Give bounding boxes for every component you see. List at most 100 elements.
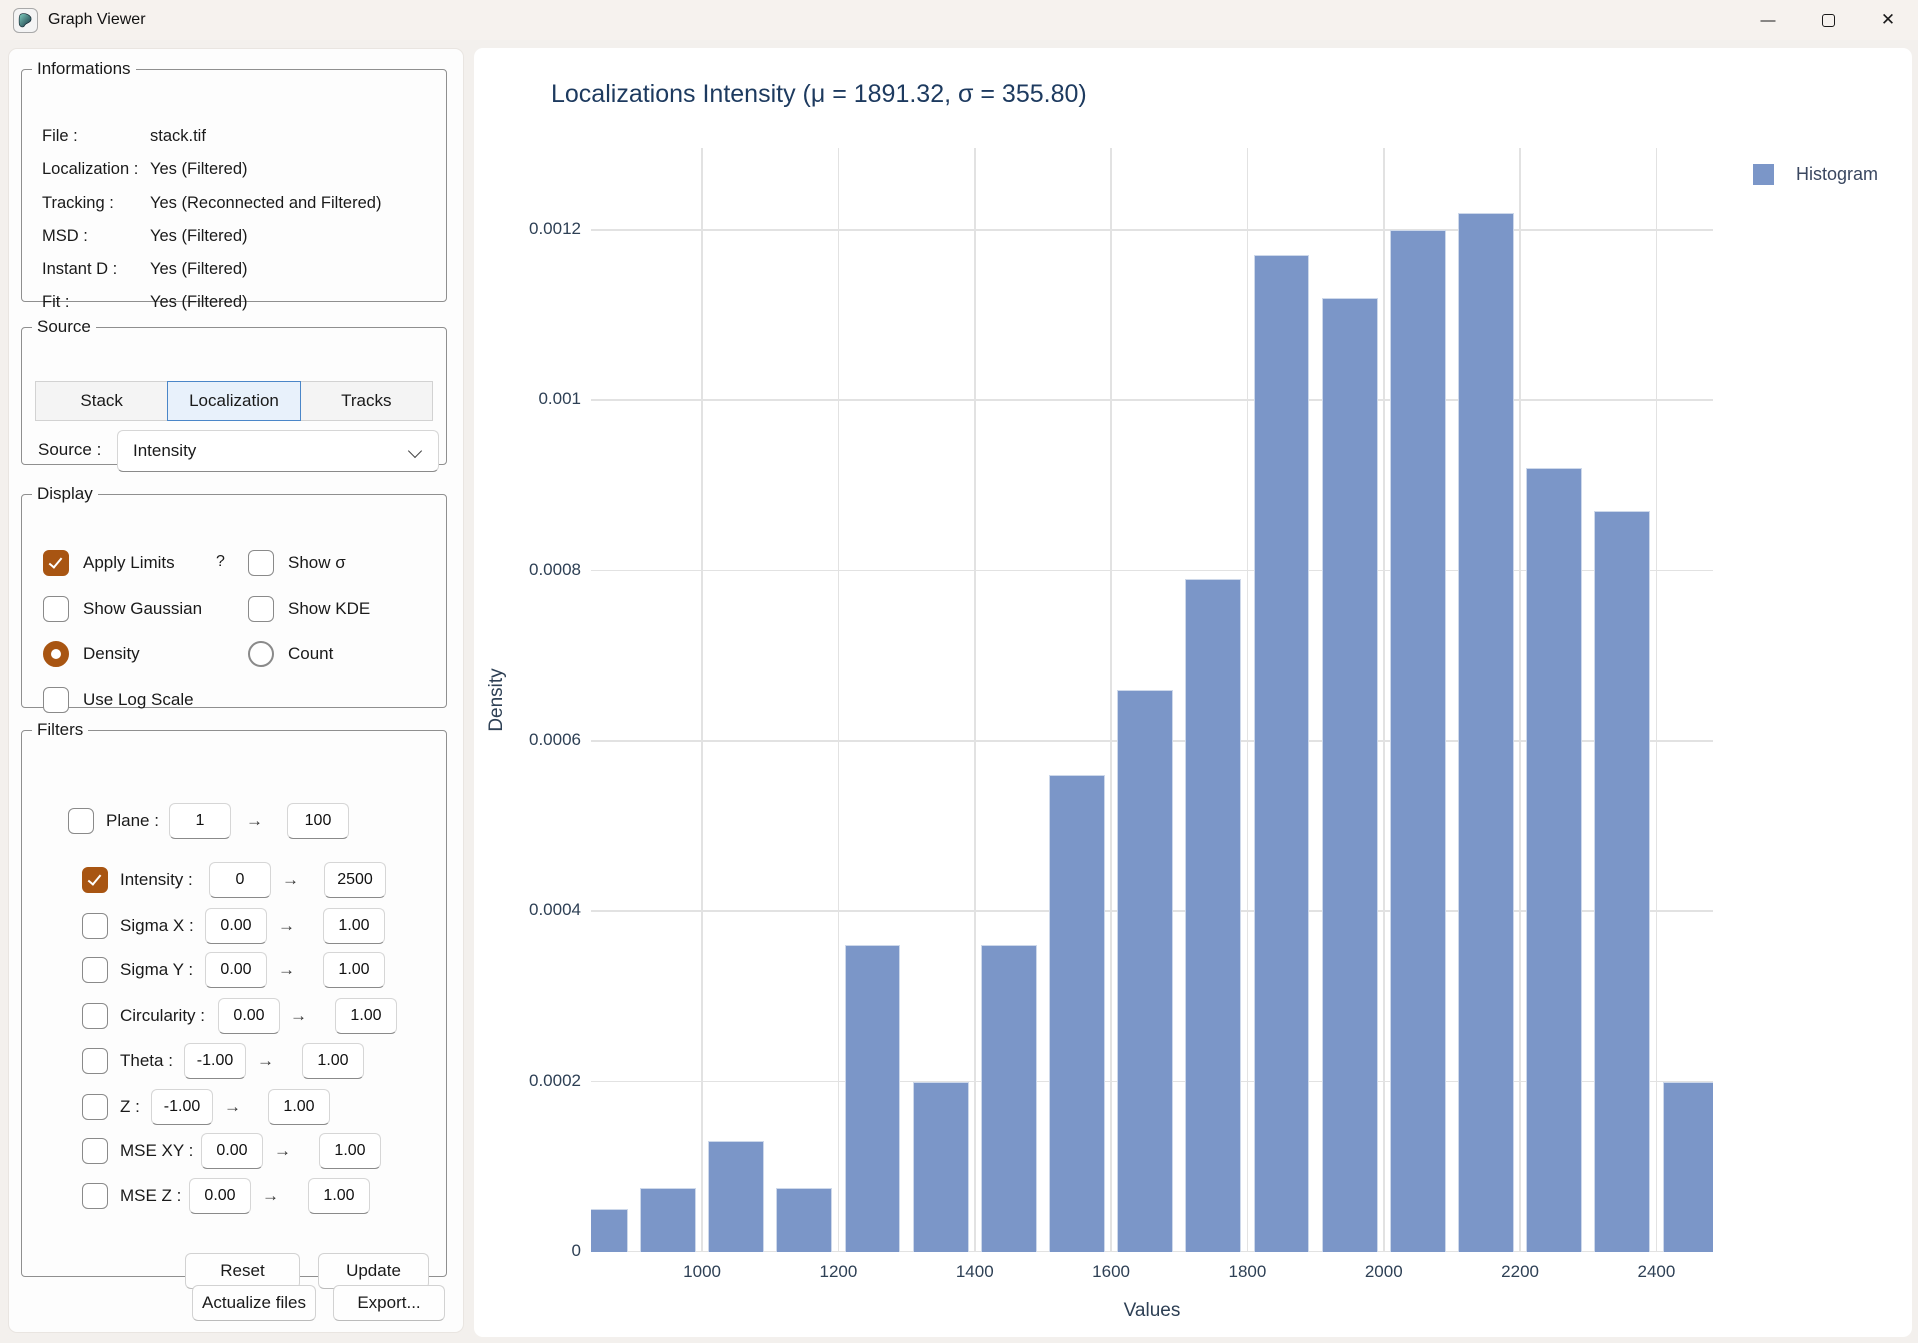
sigma-x-from-input[interactable] (205, 908, 267, 944)
x-tick-label: 1200 (796, 1262, 880, 1282)
checkbox[interactable] (43, 687, 69, 713)
maximize-icon[interactable] (1798, 0, 1858, 40)
update-button[interactable]: Update (318, 1253, 429, 1289)
z-from-input[interactable] (151, 1089, 213, 1125)
source-group: Source Stack Localization Tracks Source … (21, 317, 447, 465)
filters-group: Filters Plane : → Intensity : → Sigma X … (21, 720, 447, 1277)
checkbox[interactable] (82, 957, 108, 983)
plane-to-input[interactable] (287, 803, 349, 839)
show-gaussian-checkbox[interactable]: Show Gaussian (43, 595, 202, 623)
circularity-from-input[interactable] (218, 998, 280, 1034)
use-log-scale-checkbox[interactable]: Use Log Scale (43, 686, 194, 714)
export-button[interactable]: Export... (333, 1285, 445, 1321)
display-legend: Display (32, 484, 98, 504)
count-radio[interactable]: Count (248, 640, 333, 668)
filter-row-theta: Theta : → (22, 1039, 448, 1083)
checkbox[interactable] (43, 596, 69, 622)
radio-button[interactable] (43, 641, 69, 667)
y-tick-label: 0 (479, 1241, 581, 1261)
check-icon (49, 554, 63, 568)
minimize-icon[interactable]: — (1738, 0, 1798, 40)
mse-z-from-input[interactable] (189, 1178, 251, 1214)
arrow-right-icon: → (274, 1129, 291, 1173)
x-tick-label: 1400 (933, 1262, 1017, 1282)
filter-row-mse-z: MSE Z : → (22, 1174, 448, 1218)
circularity-to-input[interactable] (335, 998, 397, 1034)
chart-title: Localizations Intensity (μ = 1891.32, σ … (551, 80, 1087, 109)
x-tick-label: 2000 (1342, 1262, 1426, 1282)
window-title: Graph Viewer (48, 11, 146, 29)
info-row-file: File :stack.tif (42, 123, 438, 149)
mse-xy-from-input[interactable] (201, 1133, 263, 1169)
x-tick-label: 2400 (1614, 1262, 1698, 1282)
show-kde-checkbox[interactable]: Show KDE (248, 595, 370, 623)
reset-button[interactable]: Reset (185, 1253, 300, 1289)
filter-row-z: Z : → (22, 1085, 448, 1129)
arrow-right-icon: → (278, 904, 295, 948)
filter-row-mse-xy: MSE XY : → (22, 1129, 448, 1173)
x-tick-label: 1000 (660, 1262, 744, 1282)
filter-row-circularity: Circularity : → (22, 994, 448, 1038)
mse-z-to-input[interactable] (308, 1178, 370, 1214)
checkbox[interactable] (68, 808, 94, 834)
checkbox[interactable] (248, 596, 274, 622)
checkbox[interactable] (82, 1138, 108, 1164)
arrow-right-icon: → (224, 1085, 241, 1129)
close-icon[interactable]: ✕ (1858, 0, 1918, 40)
x-tick-label: 1600 (1069, 1262, 1153, 1282)
arrow-right-icon: → (257, 1039, 274, 1083)
y-tick-label: 0.001 (479, 389, 581, 409)
checkbox[interactable] (43, 550, 69, 576)
informations-group: Informations File :stack.tif Localizatio… (21, 59, 447, 302)
theta-to-input[interactable] (302, 1043, 364, 1079)
tab-localization[interactable]: Localization (167, 381, 300, 421)
intensity-from-input[interactable] (209, 862, 271, 898)
mse-xy-to-input[interactable] (319, 1133, 381, 1169)
source-label: Source : (38, 440, 101, 460)
y-tick-label: 0.0008 (479, 560, 581, 580)
chart-legend: Histogram (1753, 164, 1878, 185)
info-row-fit: Fit :Yes (Filtered) (42, 289, 438, 315)
tab-tracks[interactable]: Tracks (300, 381, 433, 421)
checkbox[interactable] (82, 1003, 108, 1029)
checkbox[interactable] (82, 867, 108, 893)
checkbox[interactable] (248, 550, 274, 576)
plane-from-input[interactable] (169, 803, 231, 839)
filters-legend: Filters (32, 720, 88, 740)
info-row-msd: MSD :Yes (Filtered) (42, 223, 438, 249)
sigma-y-from-input[interactable] (205, 952, 267, 988)
checkbox[interactable] (82, 1183, 108, 1209)
filter-row-intensity: Intensity : → (22, 858, 448, 902)
filter-row-plane: Plane : → (22, 799, 448, 843)
checkbox[interactable] (82, 913, 108, 939)
show-sigma-checkbox[interactable]: Show σ (248, 549, 346, 577)
legend-swatch (1753, 164, 1774, 185)
arrow-right-icon: → (278, 948, 295, 992)
checkbox[interactable] (82, 1048, 108, 1074)
arrow-right-icon: → (246, 799, 263, 843)
sigma-x-to-input[interactable] (323, 908, 385, 944)
filter-row-sigma-y: Sigma Y : → (22, 948, 448, 992)
display-group: Display Apply Limits ? Show σ Show Gauss… (21, 484, 447, 708)
help-icon[interactable]: ? (216, 553, 225, 571)
source-select[interactable]: Intensity (117, 430, 439, 472)
chevron-down-icon (408, 444, 422, 458)
arrow-right-icon: → (282, 858, 299, 902)
checkbox[interactable] (82, 1094, 108, 1120)
filter-row-sigma-x: Sigma X : → (22, 904, 448, 948)
z-to-input[interactable] (268, 1089, 330, 1125)
radio-button[interactable] (248, 641, 274, 667)
y-axis-label: Density (486, 668, 508, 731)
info-row-instant-d: Instant D :Yes (Filtered) (42, 256, 438, 282)
app-icon (13, 8, 38, 33)
sigma-y-to-input[interactable] (323, 952, 385, 988)
actualize-files-button[interactable]: Actualize files (192, 1285, 316, 1321)
tab-stack[interactable]: Stack (35, 381, 168, 421)
theta-from-input[interactable] (184, 1043, 246, 1079)
source-tab-bar: Stack Localization Tracks (35, 381, 433, 421)
arrow-right-icon: → (290, 994, 307, 1038)
intensity-to-input[interactable] (324, 862, 386, 898)
density-radio[interactable]: Density (43, 640, 140, 668)
apply-limits-checkbox[interactable]: Apply Limits (43, 549, 175, 577)
window-titlebar: Graph Viewer — ✕ (0, 0, 1918, 40)
